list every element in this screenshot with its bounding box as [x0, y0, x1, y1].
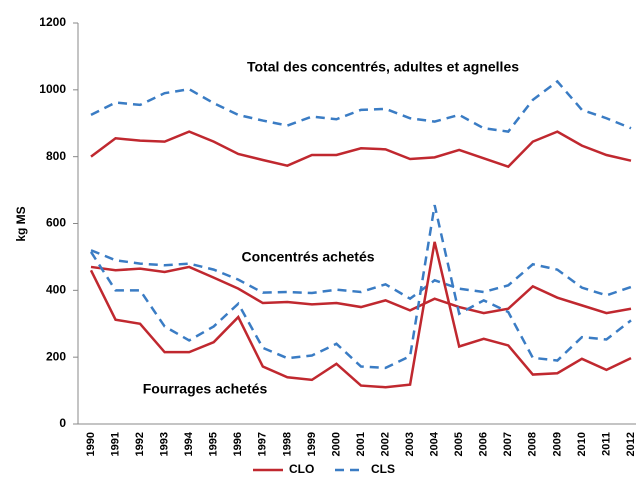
y-tick-label: 600 [46, 216, 66, 230]
series-line [89, 241, 632, 389]
y-tick-label: 0 [59, 416, 66, 430]
y-tick-label: 200 [46, 349, 66, 363]
x-tick-label: 1993 [159, 432, 171, 456]
x-tick-label: 2012 [625, 432, 637, 456]
x-tick-label: 1990 [85, 432, 97, 456]
annotation: Total des concentrés, adultes et agnelle… [247, 59, 519, 75]
y-tick-label: 1200 [39, 15, 66, 29]
series-line [90, 130, 632, 169]
series-line [90, 249, 632, 301]
series-line [90, 265, 632, 315]
y-tick-label: 1000 [39, 82, 66, 96]
series-line [89, 204, 632, 370]
series-line [90, 79, 632, 133]
x-tick-label: 2005 [453, 432, 465, 456]
legend-label: CLS [371, 462, 395, 476]
x-tick-label: 1995 [208, 432, 220, 456]
x-tick-label: 2008 [527, 432, 539, 456]
x-tick-label: 2001 [355, 432, 367, 456]
x-tick-label: 2002 [379, 432, 391, 456]
legend-label: CLO [289, 462, 314, 476]
x-tick-label: 2011 [600, 432, 612, 456]
y-tick-label: 800 [46, 149, 66, 163]
x-tick-label: 1997 [257, 432, 269, 456]
y-tick-label: 400 [46, 283, 66, 297]
x-tick-label: 2000 [330, 432, 342, 456]
x-tick-label: 1992 [134, 432, 146, 456]
x-tick-label: 1996 [232, 432, 244, 456]
x-tick-label: 2007 [502, 432, 514, 456]
x-tick-label: 2004 [429, 431, 441, 456]
x-tick-label: 1994 [183, 431, 195, 456]
x-tick-label: 2009 [551, 432, 563, 456]
x-tick-label: 2003 [404, 432, 416, 456]
x-tick-label: 2010 [576, 432, 588, 456]
x-tick-label: 1999 [306, 432, 318, 456]
x-tick-label: 2006 [478, 432, 490, 456]
x-tick-label: 1991 [109, 432, 121, 456]
y-axis-label: kg MS [14, 206, 28, 241]
x-tick-label: 1998 [281, 432, 293, 456]
annotation: Concentrés achetés [241, 249, 374, 265]
annotation: Fourrages achetés [143, 381, 268, 397]
